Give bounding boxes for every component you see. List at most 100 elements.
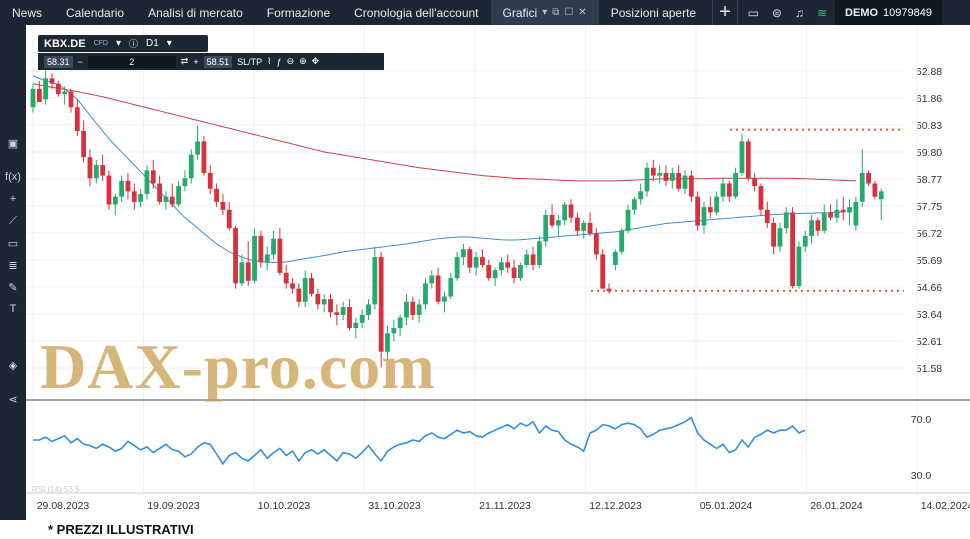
candle-body [334, 312, 340, 315]
candle-body [644, 167, 650, 192]
candle-body [847, 207, 852, 213]
candle [125, 172, 131, 200]
crosshair-icon[interactable]: + [9, 193, 17, 205]
maximize-icon[interactable]: ☐ [564, 7, 574, 18]
candle [214, 183, 219, 208]
candle [353, 317, 359, 339]
account-number: 10979849 [883, 6, 932, 19]
tab-calendar[interactable]: Calendario [66, 5, 125, 20]
tab-dropdown-icon[interactable]: ▾ [542, 7, 548, 18]
candle-body [201, 141, 207, 173]
candle-body [625, 209, 631, 231]
tab-charts[interactable]: Grafici ▾ ⧉ ☐ ✕ [490, 0, 599, 25]
text-tool-icon[interactable]: T [9, 303, 17, 315]
candle [283, 264, 289, 289]
candle [480, 249, 485, 268]
layout-icon[interactable]: ▭ [747, 5, 759, 20]
candle [315, 288, 321, 310]
decrease-quantity-button[interactable]: − [77, 56, 83, 67]
candle-body [410, 301, 416, 315]
tab-open-positions[interactable]: Posizioni aperte [610, 5, 697, 20]
candle [429, 270, 435, 289]
candle [499, 257, 504, 276]
candle [62, 86, 68, 105]
zoom-out-icon[interactable]: ⊖ [286, 56, 295, 66]
sell-price-button[interactable]: 58.31 [44, 55, 73, 68]
account-indicator[interactable]: DEMO 10979849 [835, 0, 942, 25]
candle [49, 73, 55, 89]
candle [220, 194, 226, 216]
candle-body [739, 141, 745, 173]
info-icon[interactable]: ⓘ [128, 39, 138, 49]
tab-market-analysis[interactable]: Analisi di mercato [148, 5, 243, 20]
share-icon[interactable]: ⋖ [8, 394, 18, 406]
pan-icon[interactable]: ✥ [311, 56, 320, 66]
candle-body [81, 130, 87, 158]
candle-body [543, 215, 549, 242]
top-navigation-bar: News Calendario Analisi di mercato Forma… [0, 0, 970, 25]
function-icon[interactable]: f(x) [5, 171, 21, 183]
popout-icon[interactable]: ⧉ [552, 7, 560, 18]
candle [790, 207, 795, 289]
price-tick-label: 60.83 [916, 120, 942, 132]
candle-body [125, 180, 131, 192]
candle [663, 165, 669, 187]
candle [549, 204, 555, 229]
candle [397, 314, 403, 336]
candle-body [119, 180, 125, 197]
notifications-icon[interactable]: ♫ [794, 5, 804, 20]
candle-body [682, 175, 688, 189]
sltp-button[interactable]: SL/TP [237, 56, 263, 67]
candle-body [74, 107, 80, 131]
line-tool-icon[interactable]: ⟋ [9, 215, 17, 227]
price-tick-label: 58.77 [916, 174, 942, 186]
price-tick-label: 54.66 [916, 282, 942, 294]
candle-body [138, 194, 144, 202]
candle-body [372, 257, 378, 305]
candle-body [663, 172, 669, 181]
time-tick-label: 12.12.2023 [589, 500, 642, 512]
swap-icon[interactable]: ⇄ [180, 56, 189, 66]
candle-body [714, 196, 720, 213]
indicators-icon[interactable]: ƒ [276, 56, 282, 67]
tab-account-history[interactable]: Cronologia dell'account [354, 5, 479, 20]
candle-body [796, 246, 802, 286]
zoom-in-icon[interactable]: ⊕ [299, 56, 307, 66]
price-chart[interactable]: 62.88 61.86 60.83 59.80 58.77 57.75 56.72 55.69… [26, 25, 970, 520]
candle-body [518, 264, 523, 279]
candle [188, 149, 194, 184]
close-icon[interactable]: ✕ [578, 7, 587, 18]
tab-news[interactable]: News [12, 5, 43, 20]
chart-type-icon[interactable]: ⌇ [267, 56, 272, 66]
buy-price-button[interactable]: 58.51 [203, 55, 233, 68]
candle-body [486, 264, 492, 279]
add-tab-button[interactable]: + [712, 0, 739, 25]
screen-icon[interactable]: ▣ [7, 138, 19, 150]
instrument-selector[interactable]: KBX.DE CFD ▾ ⓘ D1 ▾ [38, 35, 208, 52]
candle-body [688, 175, 694, 197]
chart-area[interactable]: 62.88 61.86 60.83 59.80 58.77 57.75 56.72 55.69… [26, 25, 970, 520]
pencil-icon[interactable]: ✎ [8, 282, 18, 294]
instrument-symbol[interactable]: KBX.DE [44, 37, 86, 50]
candle-body [771, 222, 777, 247]
candle [828, 204, 833, 221]
candle-body [562, 204, 568, 221]
symbol-dropdown-icon[interactable]: ▾ [115, 38, 121, 49]
timeframe-dropdown-icon[interactable]: ▾ [166, 38, 172, 49]
tab-education[interactable]: Formazione [266, 5, 331, 20]
layers-icon[interactable]: ◈ [8, 360, 18, 372]
rectangle-icon[interactable]: ▭ [7, 238, 19, 250]
candle-body [524, 254, 530, 265]
candle-body [442, 296, 447, 302]
candle [100, 154, 106, 181]
quantity-input[interactable]: 2 [87, 55, 176, 68]
timeframe-label[interactable]: D1 [146, 38, 159, 49]
candle [74, 99, 80, 137]
fibonacci-icon[interactable]: ≣ [8, 260, 18, 272]
candle-body [537, 241, 542, 265]
time-tick-label: 10.10.2023 [258, 500, 311, 512]
increase-quantity-button[interactable]: + [193, 56, 199, 67]
candle [612, 249, 618, 271]
dollar-icon[interactable]: ⊜ [771, 5, 782, 20]
